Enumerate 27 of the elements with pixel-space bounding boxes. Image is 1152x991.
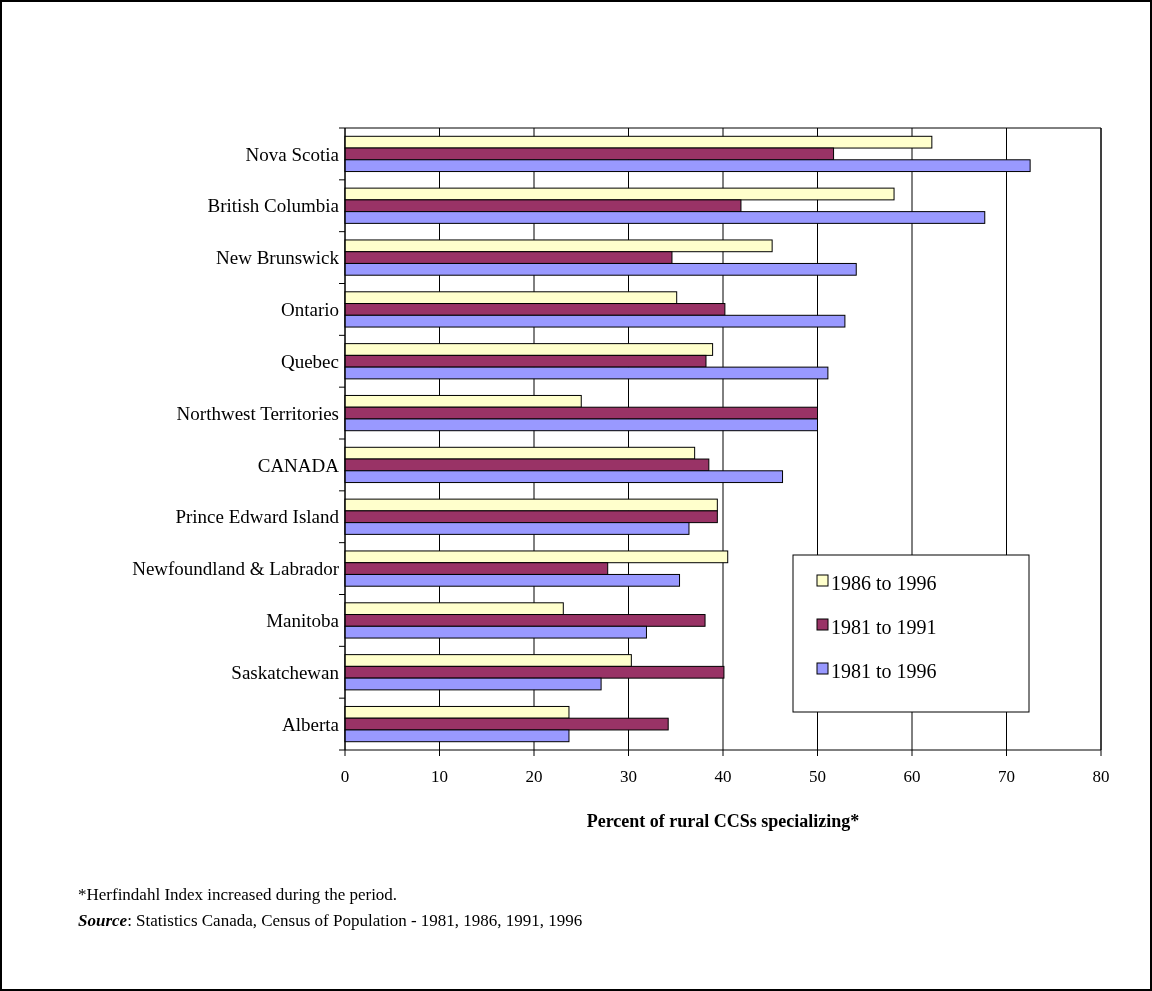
- x-tick-label: 60: [903, 767, 921, 786]
- text: *Herfindahl Index increased during the period.: [78, 885, 398, 904]
- y-tick-label: Newfoundland & Labrador: [132, 558, 340, 580]
- y-tick-label: New Brunswick: [216, 247, 340, 269]
- y-tick-label: CANADA: [257, 454, 340, 476]
- legend-label: 1981 to 1996: [831, 660, 937, 682]
- y-tick-label: Northwest Territories: [176, 402, 339, 424]
- x-tick-label: 40: [714, 767, 732, 786]
- y-tick-label: Nova Scotia: [245, 143, 340, 165]
- x-axis-title: Percent of rural CCSs specializing*: [586, 811, 860, 831]
- x-tick-label: 10: [431, 767, 448, 786]
- y-tick-label: British Columbia: [207, 195, 340, 217]
- source-note: Source: Statistics Canada, Census of Population - 1981, 1986, 1991, 1996: [78, 911, 583, 930]
- x-tick-label: 30: [620, 767, 637, 786]
- y-tick-label: Quebec: [280, 350, 339, 372]
- legend-label: 1986 to 1996: [831, 572, 937, 594]
- x-tick-label: 20: [525, 767, 543, 786]
- x-tick-label: 0: [340, 767, 350, 786]
- y-tick-label: Ontario: [280, 299, 339, 321]
- legend-label: 1981 to 1991: [831, 616, 937, 638]
- x-tick-label: 50: [809, 767, 826, 786]
- y-tick-label: Alberta: [282, 713, 340, 735]
- y-tick-label: Prince Edward Island: [175, 506, 340, 528]
- x-tick-label: 80: [1092, 767, 1110, 786]
- x-tick-label: 70: [998, 767, 1015, 786]
- y-tick-label: Manitoba: [266, 610, 340, 632]
- y-tick-label: Saskatchewan: [231, 661, 340, 683]
